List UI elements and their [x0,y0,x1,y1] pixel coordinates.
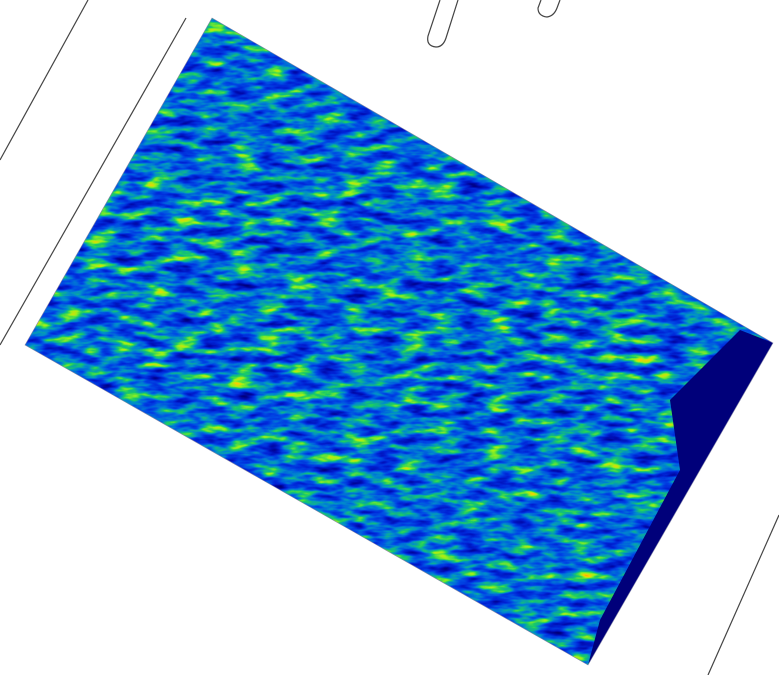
outline-shape [538,0,560,17]
boundary-line [708,515,779,675]
heatmap-field [0,0,779,675]
map-view [0,0,779,675]
boundary-line [0,0,88,160]
heatmap-raster [0,0,779,675]
outline-shape [428,0,458,47]
page [0,0,779,675]
